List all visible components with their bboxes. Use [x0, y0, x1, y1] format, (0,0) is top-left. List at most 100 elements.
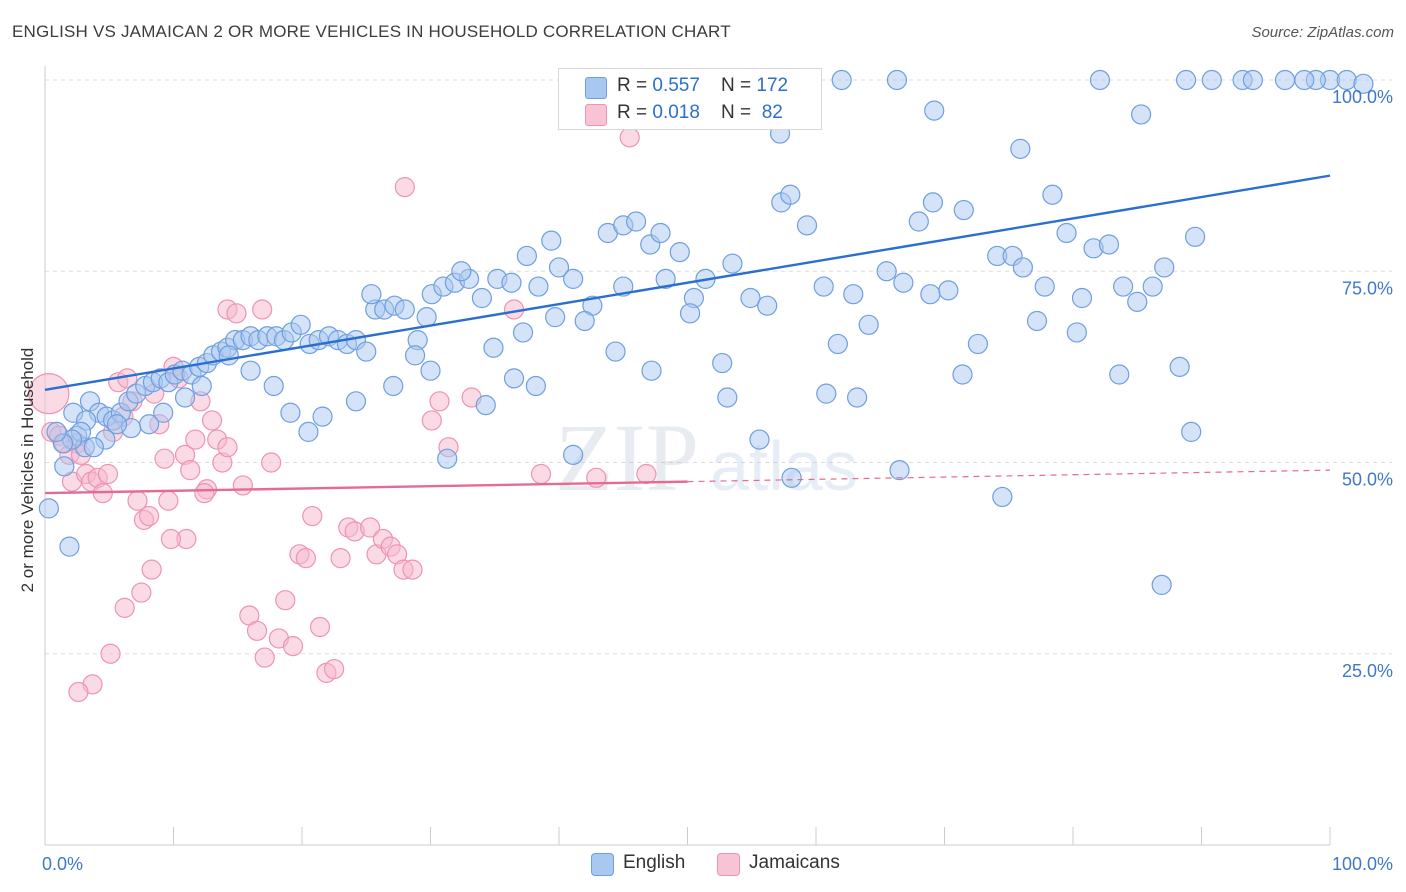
english-point	[613, 276, 634, 297]
jamaican-point	[141, 559, 162, 580]
jamaican-point	[158, 490, 179, 511]
english-point	[669, 242, 690, 263]
jamaicans-legend-swatch	[717, 853, 740, 876]
english-point	[605, 341, 626, 362]
english-point	[525, 375, 546, 397]
jamaican-point	[252, 299, 273, 320]
english-point	[650, 222, 671, 244]
english-point	[501, 272, 522, 293]
trendlines	[44, 174, 1331, 495]
english-n-value: 172	[756, 75, 789, 96]
english-point	[54, 456, 75, 477]
english-point	[46, 421, 67, 442]
english-point	[1010, 138, 1031, 159]
english-point	[383, 375, 404, 397]
jamaican-point	[114, 597, 135, 618]
jamaican-point	[246, 620, 268, 641]
jamaican-point	[194, 483, 215, 504]
english-point	[938, 280, 959, 301]
english-point	[153, 402, 174, 423]
english-point	[780, 184, 801, 205]
jamaican-point	[275, 590, 296, 611]
english-point	[717, 387, 738, 408]
english-point	[404, 345, 426, 366]
english-point	[920, 284, 941, 305]
english-point	[1026, 310, 1048, 332]
jamaicans-swatch	[585, 104, 607, 126]
jamaicans-n-value: 82	[756, 102, 783, 123]
english-point	[679, 303, 701, 324]
english-point	[953, 199, 974, 221]
x-tick-label: 0.0%	[42, 854, 83, 874]
english-point	[992, 486, 1013, 508]
jamaican-point	[68, 681, 89, 703]
english-point	[528, 276, 549, 297]
english-point	[548, 257, 570, 278]
jamaican-point	[97, 463, 119, 485]
english-point	[722, 253, 743, 274]
english-point	[886, 69, 908, 91]
english-point	[858, 314, 879, 335]
english-point	[908, 211, 929, 232]
english-point	[625, 211, 647, 232]
english-point	[1098, 234, 1120, 255]
english-point	[712, 352, 733, 374]
english-point	[1071, 287, 1093, 309]
english-point	[1034, 276, 1055, 297]
jamaican-point	[330, 548, 351, 569]
jamaican-point	[232, 475, 253, 496]
english-point	[893, 272, 914, 293]
english-point	[781, 467, 802, 488]
english-point	[1066, 322, 1087, 343]
english-point	[1056, 222, 1077, 244]
jamaican-point	[402, 559, 423, 580]
jamaican-point	[530, 463, 552, 485]
english-point	[1142, 276, 1163, 297]
english-point	[1184, 226, 1206, 247]
english-point	[740, 287, 761, 309]
english-legend-label: English	[623, 852, 686, 873]
english-point	[475, 395, 496, 416]
tick-labels: 25.0% 50.0% 75.0% 100.0% 0.0% 100.0%	[42, 87, 1393, 874]
jamaicans-r-value: 0.018	[652, 102, 700, 123]
source-label: Source: ZipAtlas.com	[1251, 24, 1394, 41]
chart-title: ENGLISH VS JAMAICAN 2 OR MORE VEHICLES I…	[12, 22, 731, 41]
watermark: ZIP atlas	[555, 404, 858, 511]
english-point	[922, 192, 944, 213]
english-point	[1042, 184, 1063, 205]
english-point	[59, 536, 80, 557]
english-point	[174, 387, 196, 408]
english-point	[138, 414, 160, 435]
english-point	[1201, 69, 1222, 91]
english-point	[312, 406, 333, 427]
english-point	[503, 368, 525, 389]
jamaican-trendline	[44, 480, 688, 495]
english-point	[641, 360, 662, 381]
english-point	[1089, 69, 1111, 91]
english-point	[1012, 257, 1033, 278]
jamaican-point	[131, 582, 152, 603]
english-point	[574, 310, 595, 332]
y-axis-label: 2 or more Vehicles in Household	[18, 348, 37, 593]
english-point	[796, 215, 818, 236]
english-point	[1109, 364, 1130, 385]
jamaican-point	[429, 391, 450, 412]
english-point	[967, 333, 989, 355]
jamaican-point	[619, 127, 640, 148]
english-point	[757, 295, 778, 316]
jamaican-point	[324, 658, 345, 680]
english-point	[1175, 69, 1197, 91]
english-point	[240, 360, 261, 381]
jamaican-point	[100, 643, 121, 664]
english-point	[876, 261, 897, 282]
correlation-legend: R = 0.557 N = 172 R = 0.018 N = 82	[558, 68, 822, 130]
english-swatch	[585, 77, 607, 99]
english-point	[563, 444, 584, 465]
jamaican-point	[226, 303, 247, 324]
english-points	[38, 69, 1374, 596]
english-point	[394, 299, 415, 320]
english-point	[843, 284, 864, 305]
english-point	[1353, 73, 1374, 94]
english-point	[280, 402, 301, 423]
